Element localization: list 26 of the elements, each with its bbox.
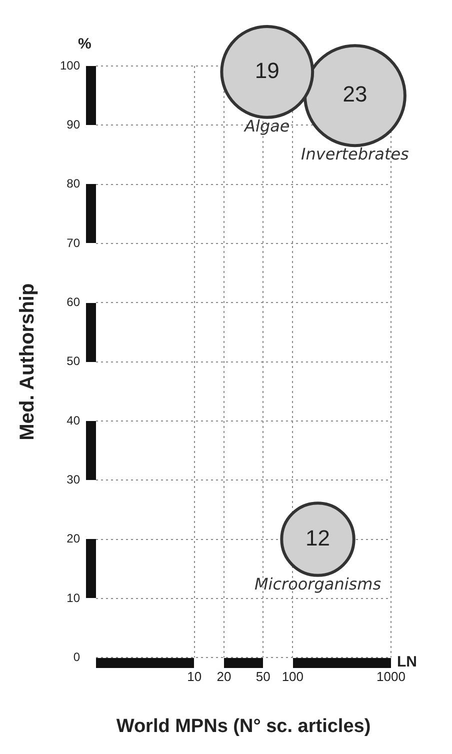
series-label: Invertebrates — [301, 144, 409, 164]
x-tick-label: 50 — [256, 668, 270, 684]
data-label: 23 — [342, 82, 368, 107]
y-tick-label: 30 — [66, 472, 80, 486]
y-tick-label: 40 — [66, 413, 80, 428]
x-tick-label: 20 — [216, 668, 232, 684]
data-label: 12 — [306, 525, 330, 550]
y-tick-label: 70 — [66, 236, 80, 250]
x-tick-label: 1000 — [376, 668, 406, 684]
x-tick-label: 10 — [187, 668, 202, 684]
data-label: 19 — [254, 58, 280, 83]
x-tick-label: 100 — [282, 668, 304, 684]
y-tick-label: 10 — [66, 590, 80, 605]
x-axis-title: World MPNs (N° sc. articles) — [116, 716, 371, 737]
y-tick-label: 50 — [66, 354, 80, 368]
y-tick-label: 100 — [60, 58, 80, 72]
y-tick-label: 90 — [66, 117, 80, 132]
text: LN — [397, 654, 417, 671]
series-label: Microorganisms — [254, 574, 382, 594]
y-axis-title: Med. Authorship — [16, 283, 39, 440]
y-tick-label: 0 — [73, 650, 80, 664]
series-label: Algae — [244, 116, 290, 136]
y-tick-label: 60 — [66, 294, 80, 309]
y-tick-label: 20 — [66, 532, 80, 546]
y-tick-label: 80 — [66, 176, 80, 191]
text: % — [78, 36, 92, 53]
